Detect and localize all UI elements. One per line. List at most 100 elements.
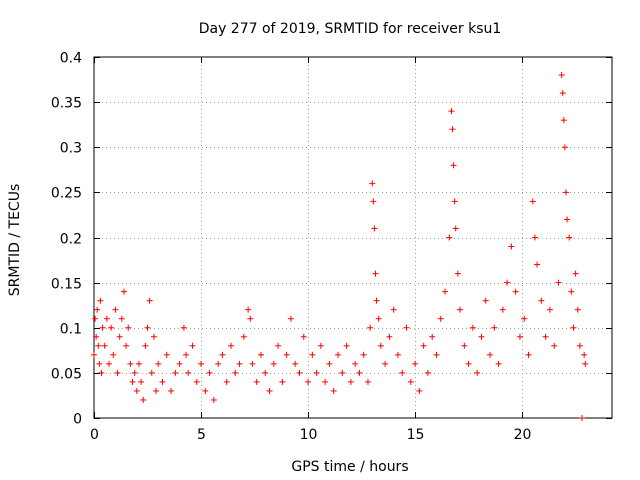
data-point <box>442 288 449 295</box>
data-point <box>313 369 320 376</box>
data-point <box>386 333 393 340</box>
data-point <box>572 270 579 277</box>
data-point <box>180 324 187 331</box>
y-tick-label: 0.2 <box>60 232 82 248</box>
y-tick-label: 0 <box>73 412 82 428</box>
data-point <box>120 288 127 295</box>
data-point <box>450 162 457 169</box>
data-point <box>369 180 376 187</box>
data-point <box>155 360 162 367</box>
data-point <box>94 306 101 313</box>
data-point <box>131 369 138 376</box>
data-point <box>469 324 476 331</box>
data-point <box>112 306 119 313</box>
x-tick-labels: 0 5 10 15 20 <box>90 427 531 443</box>
data-point <box>108 324 115 331</box>
data-point <box>249 360 256 367</box>
data-point <box>416 387 423 394</box>
data-point <box>352 360 359 367</box>
data-point <box>300 333 307 340</box>
data-point <box>123 342 130 349</box>
y-tick-label: 0.1 <box>60 322 82 338</box>
y-tick-label: 0.25 <box>51 186 82 202</box>
data-point <box>370 198 377 205</box>
data-point <box>420 342 427 349</box>
data-point <box>499 306 506 313</box>
data-point <box>449 126 456 133</box>
data-point <box>198 360 205 367</box>
data-point <box>138 378 145 385</box>
data-point <box>253 378 260 385</box>
data-point <box>437 315 444 322</box>
data-point <box>95 342 102 349</box>
data-point <box>508 243 515 250</box>
data-point <box>360 351 367 358</box>
plot-frame <box>93 56 613 419</box>
data-point <box>356 369 363 376</box>
data-point <box>163 351 170 358</box>
data-point <box>579 415 586 421</box>
data-point <box>560 117 567 124</box>
data-point <box>97 297 104 304</box>
data-point <box>568 288 575 295</box>
data-point <box>159 378 166 385</box>
data-point <box>474 369 481 376</box>
data-point <box>219 351 226 358</box>
data-point <box>546 306 553 313</box>
data-point <box>257 351 264 358</box>
data-point <box>373 297 380 304</box>
data-point <box>576 342 583 349</box>
data-point <box>279 378 286 385</box>
data-point <box>558 72 565 79</box>
data-point <box>465 360 472 367</box>
data-point <box>454 270 461 277</box>
data-point <box>377 342 384 349</box>
data-point <box>275 342 282 349</box>
data-point <box>105 360 112 367</box>
data-point <box>99 324 106 331</box>
data-point <box>262 369 269 376</box>
data-point <box>424 369 431 376</box>
data-point <box>223 378 230 385</box>
y-tick-label: 0.35 <box>51 96 82 112</box>
data-point <box>561 144 568 151</box>
data-point <box>91 351 97 358</box>
y-axis-label: SRMTID / TECUs <box>7 184 23 297</box>
data-point <box>232 369 239 376</box>
data-point <box>110 351 117 358</box>
y-tick-label: 0.05 <box>51 367 82 383</box>
data-point <box>482 297 489 304</box>
data-point <box>266 387 273 394</box>
data-point <box>564 216 571 223</box>
data-point <box>525 351 532 358</box>
data-point <box>114 369 121 376</box>
data-point <box>210 396 217 403</box>
y-tick-label: 0.3 <box>60 141 82 157</box>
data-point <box>140 396 147 403</box>
data-point <box>412 360 419 367</box>
data-point <box>446 234 453 241</box>
data-points <box>91 72 589 421</box>
data-point <box>551 342 558 349</box>
data-point <box>504 279 511 286</box>
data-point <box>390 306 397 313</box>
data-point <box>150 333 157 340</box>
data-point <box>542 333 549 340</box>
data-point <box>215 360 222 367</box>
data-point <box>153 387 160 394</box>
data-point <box>206 369 213 376</box>
data-point <box>394 351 401 358</box>
data-point <box>96 360 103 367</box>
data-point <box>382 360 389 367</box>
data-point <box>146 297 153 304</box>
plot-grid <box>94 57 612 418</box>
data-point <box>148 369 155 376</box>
data-point <box>287 315 294 322</box>
x-axis-label: GPS time / hours <box>291 459 408 475</box>
data-point <box>335 351 342 358</box>
chart-title: Day 277 of 2019, SRMTID for receiver ksu… <box>199 21 502 37</box>
data-point <box>582 360 589 367</box>
data-point <box>326 360 333 367</box>
data-point <box>372 270 379 277</box>
data-point <box>183 351 190 358</box>
